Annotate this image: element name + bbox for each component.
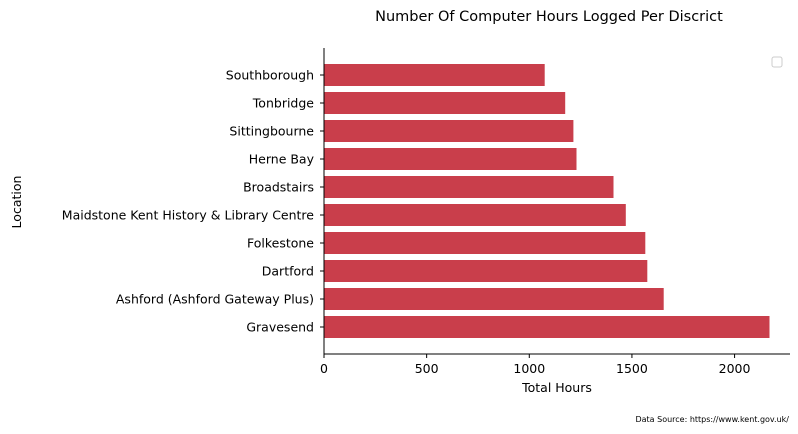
y-tick-label: Folkestone [247, 236, 314, 251]
bar [324, 316, 770, 338]
bar [324, 120, 574, 142]
bar [324, 204, 626, 226]
chart-title: Number Of Computer Hours Logged Per Disc… [375, 9, 723, 25]
bar [324, 232, 646, 254]
x-axis-label: Total Hours [521, 380, 592, 395]
y-tick-label: Southborough [226, 68, 314, 83]
y-tick-label: Dartford [262, 264, 314, 279]
legend-box [771, 56, 783, 68]
bars-group [324, 64, 770, 338]
x-tick-label: 0 [320, 361, 328, 376]
bar [324, 288, 664, 310]
bar [324, 64, 545, 86]
x-tick-label: 2000 [719, 361, 751, 376]
y-tick-label: Sittingbourne [229, 124, 314, 139]
y-axis-label: Location [9, 176, 24, 229]
y-tick-label: Herne Bay [249, 152, 315, 167]
x-tick-group: 0 500 1000 1500 2000 [320, 354, 751, 376]
bar [324, 148, 577, 170]
y-tick-label: Ashford (Ashford Gateway Plus) [116, 292, 314, 307]
x-tick-label: 1500 [616, 361, 648, 376]
x-tick-label: 1000 [513, 361, 545, 376]
y-tick-label: Broadstairs [243, 180, 314, 195]
bar [324, 260, 648, 282]
y-tick-label: Gravesend [246, 320, 314, 335]
y-tick-label: Tonbridge [252, 96, 314, 111]
bar [324, 92, 566, 114]
bar [324, 176, 614, 198]
x-tick-label: 500 [415, 361, 439, 376]
data-source-note: Data Source: https://www.kent.gov.uk/ [635, 415, 789, 424]
y-tick-label: Maidstone Kent History & Library Centre [62, 208, 315, 223]
y-tick-group: Gravesend Ashford (Ashford Gateway Plus) D… [62, 68, 324, 335]
